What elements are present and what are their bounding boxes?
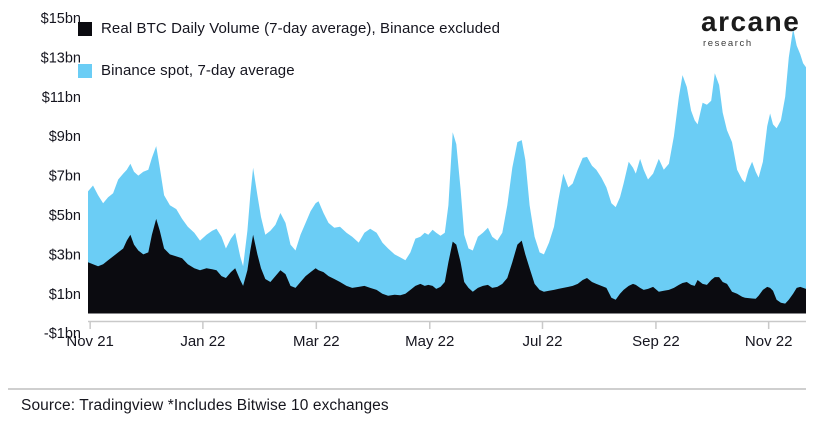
footer-divider: [8, 388, 806, 390]
legend-item-binance-spot: Binance spot, 7-day average: [78, 62, 295, 79]
y-axis-label: -$1bn: [44, 326, 81, 342]
x-axis-label: Nov 22: [745, 333, 793, 350]
x-axis-label: Jul 22: [522, 333, 562, 350]
legend-label-real-btc: Real BTC Daily Volume (7-day average), B…: [101, 20, 501, 37]
x-axis-label: Sep 22: [632, 333, 680, 350]
x-axis-label: Mar 22: [293, 333, 340, 350]
x-axis-label: Nov 21: [66, 333, 114, 350]
y-axis-label: $7bn: [49, 169, 81, 185]
y-axis-label: $9bn: [49, 129, 81, 145]
y-axis-label: $5bn: [49, 208, 81, 224]
legend-item-real-btc: Real BTC Daily Volume (7-day average), B…: [78, 20, 500, 37]
area-real-btc: [88, 218, 806, 314]
y-axis-label: $11bn: [42, 90, 81, 106]
x-axis-label: Jan 22: [180, 333, 225, 350]
legend-swatch-binance-spot: [78, 63, 92, 78]
y-axis-label: $15bn: [41, 11, 81, 27]
logo-brand-text: arcane: [701, 6, 801, 37]
legend-label-binance-spot: Binance spot, 7-day average: [101, 62, 295, 79]
arcane-research-logo: arcane research: [701, 8, 800, 49]
logo-sub-text: research: [703, 38, 753, 49]
x-axis-label: May 22: [405, 333, 454, 350]
y-axis-label: $3bn: [49, 247, 81, 263]
area-binance-spot: [88, 28, 806, 314]
y-axis-label: $1bn: [49, 287, 81, 303]
y-axis-label: $13bn: [41, 50, 81, 66]
source-note: Source: Tradingview *Includes Bitwise 10…: [21, 397, 389, 414]
legend-swatch-real-btc: [78, 21, 92, 36]
